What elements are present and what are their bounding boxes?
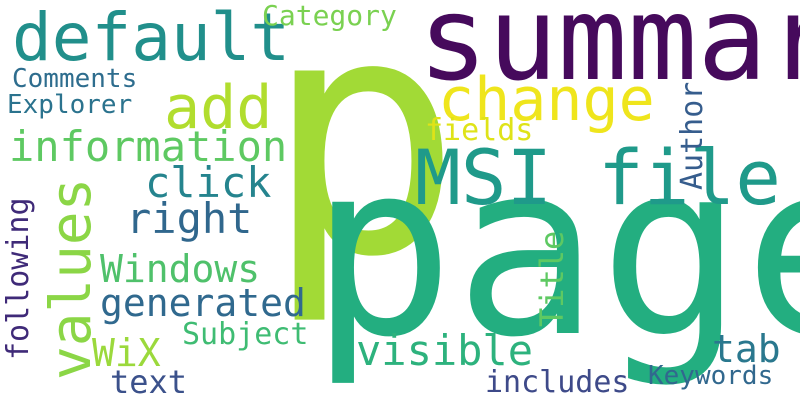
word-click: click [145,158,272,207]
word-fields: fields [425,113,534,148]
word-text: text [110,363,188,400]
word-following: following [1,197,36,360]
word-default: default [12,0,291,76]
word-page: page [310,110,800,390]
word-keywords: Keywords [648,361,774,391]
word-explorer: Explorer [7,90,133,120]
word-windows: Windows [100,247,261,291]
word-tab: tab [712,327,781,371]
word-summary: summary [418,0,800,107]
word-generated: generated [100,281,306,325]
word-comments: Comments [12,64,138,94]
word-information: information [9,122,288,171]
word-includes: includes [485,365,630,400]
word-right: right [126,194,253,243]
word-subject: Subject [182,317,309,352]
word-p: p [264,0,463,329]
word-author: Author [675,81,710,190]
word-wix: WiX [92,331,161,375]
word-add: add [164,73,273,143]
word-msi-file: MSI file [415,133,782,222]
word-title: Title [533,230,571,327]
word-change: change [438,65,655,135]
word-category: Category [262,0,397,32]
word-visible: visible [356,326,534,375]
